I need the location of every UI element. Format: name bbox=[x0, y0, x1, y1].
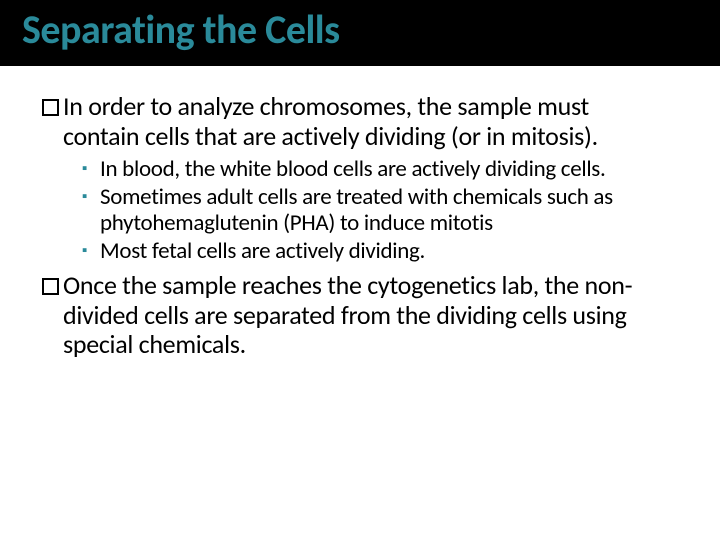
sub-point-text: Most fetal cells are actively dividing. bbox=[100, 238, 425, 264]
sub-point-text: Sometimes adult cells are treated with c… bbox=[100, 184, 670, 237]
square-bullet-icon: ▪ bbox=[82, 156, 100, 183]
square-bullet-icon: ▪ bbox=[82, 184, 100, 211]
slide-title: Separating the Cells bbox=[22, 8, 720, 52]
main-point-text: In order to analyze chromosomes, the sam… bbox=[63, 92, 670, 152]
title-bar: Separating the Cells bbox=[0, 0, 720, 66]
list-item: Once the sample reaches the cytogenetics… bbox=[42, 271, 670, 361]
list-item: ▪ Most fetal cells are actively dividing… bbox=[82, 238, 670, 265]
sub-point-text: In blood, the white blood cells are acti… bbox=[100, 156, 606, 182]
list-item: ▪ Sometimes adult cells are treated with… bbox=[82, 184, 670, 237]
sub-list: ▪ In blood, the white blood cells are ac… bbox=[82, 156, 670, 265]
checkbox-bullet-icon bbox=[42, 278, 59, 295]
list-item: ▪ In blood, the white blood cells are ac… bbox=[82, 156, 670, 183]
checkbox-bullet-icon bbox=[42, 99, 59, 116]
slide-content: In order to analyze chromosomes, the sam… bbox=[0, 66, 720, 360]
square-bullet-icon: ▪ bbox=[82, 238, 100, 265]
slide: Separating the Cells In order to analyze… bbox=[0, 0, 720, 540]
list-item: In order to analyze chromosomes, the sam… bbox=[42, 92, 670, 152]
main-point-text: Once the sample reaches the cytogenetics… bbox=[63, 271, 670, 361]
